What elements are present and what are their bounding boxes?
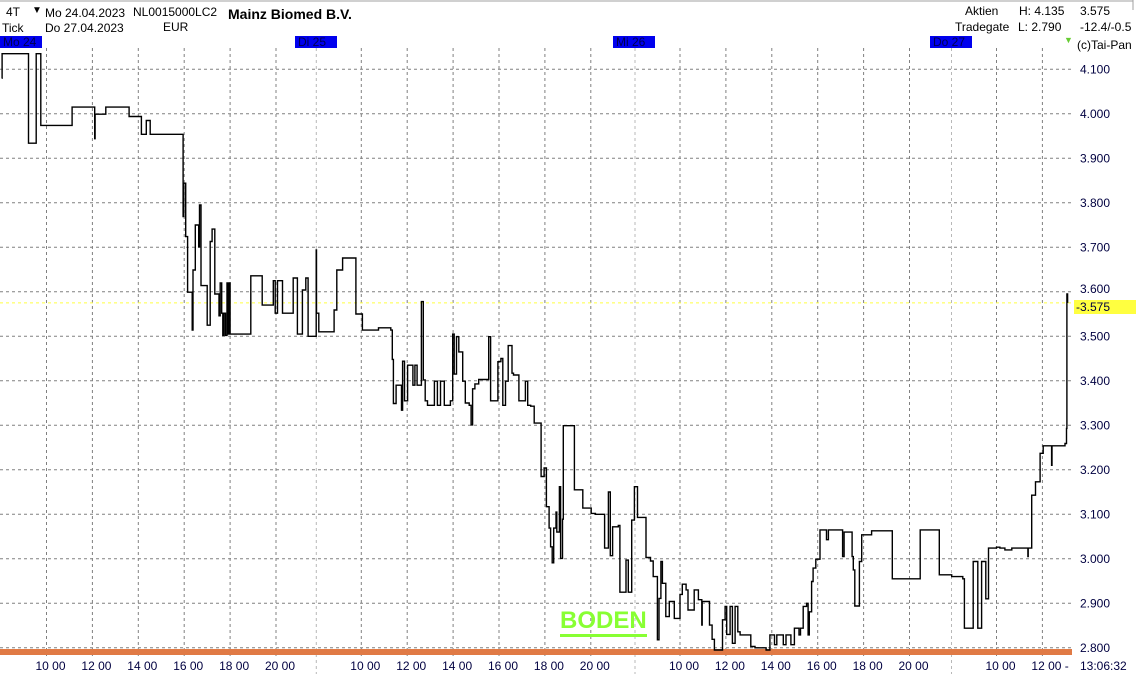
- day-label-mi: Mi 26: [613, 36, 655, 48]
- date-to: Do 27.04.2023: [45, 21, 124, 35]
- price-series-line: [1, 53, 1069, 651]
- currency: EUR: [163, 20, 189, 34]
- y-tick-label: 4.100: [1080, 62, 1110, 76]
- x-tick-label: 20 00: [899, 659, 929, 673]
- y-tick-label: 2.800: [1080, 641, 1110, 655]
- y-tick-label: 3.500: [1080, 329, 1110, 343]
- x-tick-label: 18 00: [853, 659, 883, 673]
- dropdown-triangle-icon[interactable]: ▼: [32, 5, 42, 16]
- x-tick-label: 12 00: [396, 659, 426, 673]
- y-tick-label: 3.200: [1080, 463, 1110, 477]
- x-tick-label: 10 00: [350, 659, 380, 673]
- x-tick-label: 12 00: [81, 659, 111, 673]
- y-tick-label: 4.000: [1080, 107, 1110, 121]
- green-marker-icon: ▼: [1064, 35, 1073, 45]
- day-label-mo: Mo 24: [0, 36, 42, 48]
- security-name: Mainz Biomed B.V.: [228, 6, 352, 22]
- x-tick-label: 16 00: [488, 659, 518, 673]
- copyright: (c)Tai-Pan: [1077, 38, 1132, 52]
- low-value: L: 2.790: [1018, 20, 1062, 34]
- x-tick-label: 14 00: [761, 659, 791, 673]
- y-tick-label: 3.700: [1080, 240, 1110, 254]
- change-value: -12.4/-0.5: [1080, 20, 1132, 34]
- x-tick-label: 14 00: [442, 659, 472, 673]
- y-tick-label: 2.900: [1080, 596, 1110, 610]
- y-tick-label: 3.100: [1080, 507, 1110, 521]
- isin: NL0015000LC2: [133, 5, 218, 19]
- y-tick-label: 3.800: [1080, 196, 1110, 210]
- y-tick-label: 3.000: [1080, 552, 1110, 566]
- x-tick-label: 10 00: [986, 659, 1016, 673]
- x-tick-label: 20 00: [580, 659, 610, 673]
- day-label-di: Di 25: [295, 36, 337, 48]
- x-tick-label: 16 00: [173, 659, 203, 673]
- x-tick-label: 16 00: [807, 659, 837, 673]
- last-price: 3.575: [1080, 4, 1111, 18]
- x-tick-label: 14 00: [127, 659, 157, 673]
- last-price-marker: -3.575: [1074, 300, 1136, 314]
- date-from: Mo 24.04.2023: [45, 6, 126, 20]
- y-tick-label: 3.300: [1080, 418, 1110, 432]
- y-tick-label: 3.400: [1080, 374, 1110, 388]
- time-label: 13:06:32: [1080, 659, 1127, 673]
- x-tick-label: 10 00: [669, 659, 699, 673]
- x-tick-label: 18 00: [219, 659, 249, 673]
- y-tick-label: 3.600: [1080, 282, 1110, 296]
- day-label-do: Do 27: [930, 36, 972, 48]
- high-value: H: 4.135: [1019, 4, 1065, 18]
- x-tick-label: 20 00: [265, 659, 295, 673]
- support-line: [0, 649, 1072, 655]
- x-tick-label: 12 00: [715, 659, 745, 673]
- x-tick-label: 18 00: [534, 659, 564, 673]
- x-tick-label: 12 00 -: [1031, 659, 1068, 673]
- y-tick-label: 3.900: [1080, 151, 1110, 165]
- interval-label[interactable]: Tick: [2, 21, 24, 35]
- x-tick-label: 10 00: [36, 659, 66, 673]
- exchange: Tradegate: [955, 20, 1010, 34]
- category: Aktien: [965, 4, 999, 18]
- period-selector[interactable]: 4T: [6, 5, 21, 19]
- boden-annotation: BODEN: [560, 608, 647, 637]
